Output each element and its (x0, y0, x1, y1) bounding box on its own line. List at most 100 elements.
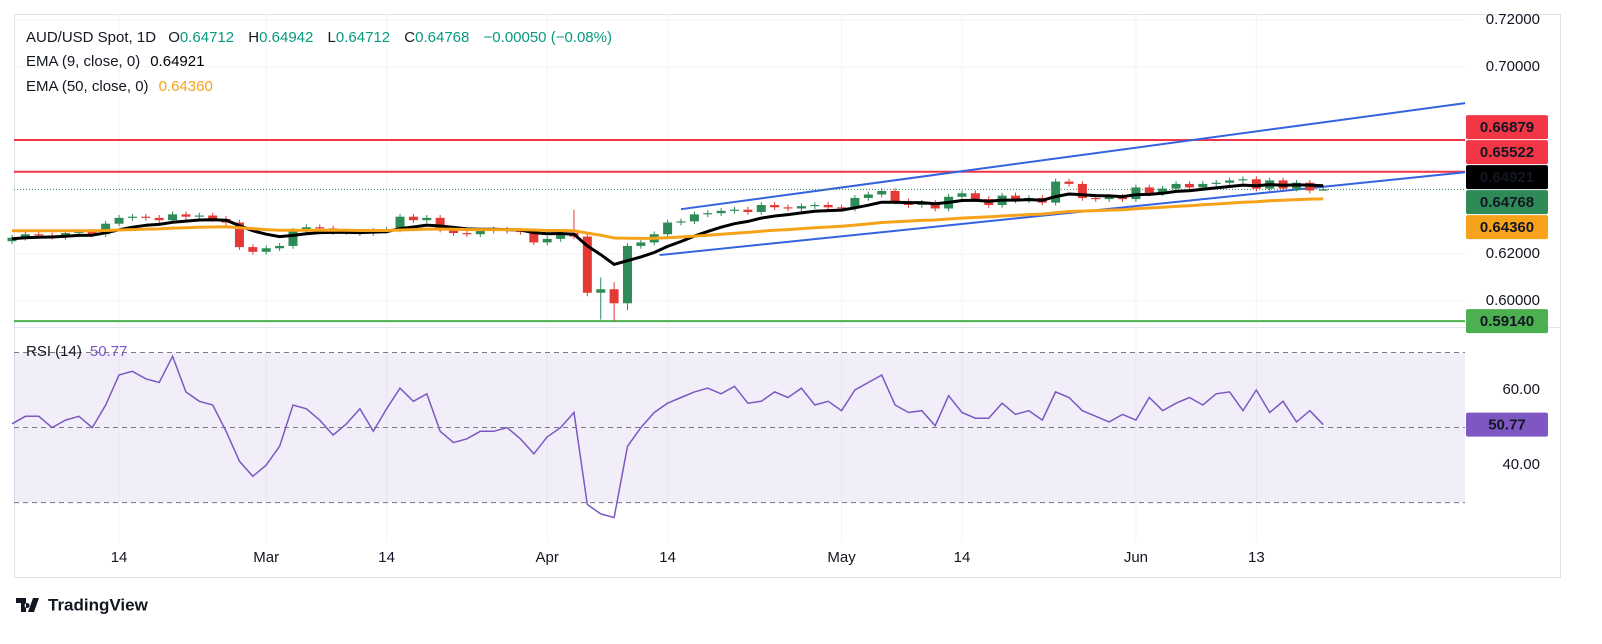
ohlc-value: 0.64712 (336, 29, 390, 46)
candle-body (1305, 182, 1315, 191)
candle-body (1171, 183, 1181, 189)
header-legend: AUD/USD Spot, 1D O0.64712 H0.64942 L0.64… (26, 29, 612, 46)
candle-body (730, 209, 740, 211)
candle-body (449, 229, 459, 234)
candle-body (101, 223, 111, 235)
brand-logo (16, 598, 39, 612)
y-tick-label: 0.62000 (1486, 245, 1540, 262)
candle-body (1064, 181, 1074, 184)
candle-body (1211, 182, 1221, 184)
candle-body (863, 194, 873, 198)
candle-body (930, 202, 940, 209)
candle-body (315, 227, 325, 229)
x-tick-label: Apr (536, 549, 559, 566)
candle-body (275, 245, 285, 249)
price-pane: EMA (9, close, 0) 0.64921 EMA (50, close, … (7, 53, 1466, 323)
x-tick-label: 14 (659, 549, 676, 566)
x-tick-label: 14 (954, 549, 971, 566)
y-tick-label: 0.70000 (1486, 58, 1540, 75)
candle-body (890, 190, 900, 202)
ema-name: EMA (50, close, 0) (26, 78, 149, 95)
candle-body (395, 216, 405, 230)
candle-body (408, 216, 418, 221)
ema-line (11, 183, 1324, 266)
rsi-value: 50.77 (90, 343, 128, 360)
price-tag (1466, 165, 1548, 190)
ohlc-key: H (248, 29, 259, 46)
rsi-tick-label: 40.00 (1502, 456, 1540, 473)
candle-body (596, 289, 606, 293)
candle-body (475, 230, 485, 235)
candle-body (208, 215, 218, 220)
ema-legend: EMA (50, close, 0) 0.64360 (26, 78, 213, 95)
x-tick-label: 13 (1248, 549, 1265, 566)
candle-body (1238, 179, 1248, 181)
candle-body (7, 237, 17, 242)
candle-body (168, 214, 178, 221)
candle-body (181, 214, 191, 217)
candle-body (770, 204, 780, 208)
candle-body (34, 234, 44, 236)
candle-body (154, 217, 164, 221)
candle-body (1225, 180, 1235, 183)
chart-frame (14, 14, 1561, 578)
candle-body (542, 238, 552, 243)
candle-body (703, 213, 713, 215)
candle-body (248, 247, 258, 252)
candle-body (1011, 195, 1020, 201)
candle-body (1144, 187, 1154, 194)
candle-body (609, 289, 619, 304)
trend-line (659, 171, 1466, 257)
candle-body (850, 197, 860, 209)
x-tick-label: 14 (378, 549, 395, 566)
price-tag (1466, 412, 1548, 437)
candle-body (1104, 196, 1114, 200)
candle-body (1184, 183, 1194, 188)
candle-body (756, 204, 766, 212)
price-tag-label: 0.64768 (1480, 194, 1534, 211)
candle-body (1198, 183, 1208, 188)
candle-body (1251, 179, 1261, 189)
price-tag-label: 0.65522 (1480, 144, 1534, 161)
candle-body (689, 214, 699, 222)
candle-body (743, 209, 753, 212)
price-tag (1466, 115, 1548, 140)
price-tag (1466, 190, 1548, 215)
candle-body (970, 193, 980, 200)
candle-body (636, 242, 646, 246)
x-tick-label: Jun (1124, 549, 1148, 566)
candle-body (1077, 183, 1087, 198)
candle-body (716, 210, 726, 214)
ema-value: 0.64360 (159, 78, 213, 95)
ohlc-value: 0.64768 (415, 29, 469, 46)
candle-body (288, 230, 298, 246)
ema-legend: EMA (9, close, 0) 0.64921 (26, 53, 204, 70)
y-tick-label: 0.60000 (1486, 292, 1540, 309)
candle-body (676, 221, 686, 223)
candle-body (462, 233, 472, 235)
brand: TradingView (16, 595, 149, 614)
x-tick-label: May (827, 549, 856, 566)
price-tag (1466, 215, 1548, 240)
ohlc-key: O (168, 29, 180, 46)
ohlc-key: C (404, 29, 415, 46)
candle-body (1091, 197, 1101, 200)
candle-body (87, 231, 97, 235)
candle-body (1051, 181, 1061, 203)
price-tag (1466, 140, 1548, 165)
candle-body (114, 217, 124, 224)
candle-body (74, 231, 84, 234)
rsi-legend: RSI (14) 50.77 (26, 343, 127, 360)
price-tag-label: 50.77 (1488, 417, 1526, 434)
candle-body (837, 207, 847, 209)
ema-line (12, 197, 1324, 240)
candle-body (529, 231, 539, 243)
grid (14, 14, 1465, 542)
candle-body (435, 217, 445, 230)
candle-body (127, 216, 137, 218)
rsi-tick-label: 60.00 (1502, 381, 1540, 398)
ohlc-value: 0.64942 (259, 29, 313, 46)
candle-body (234, 222, 244, 248)
